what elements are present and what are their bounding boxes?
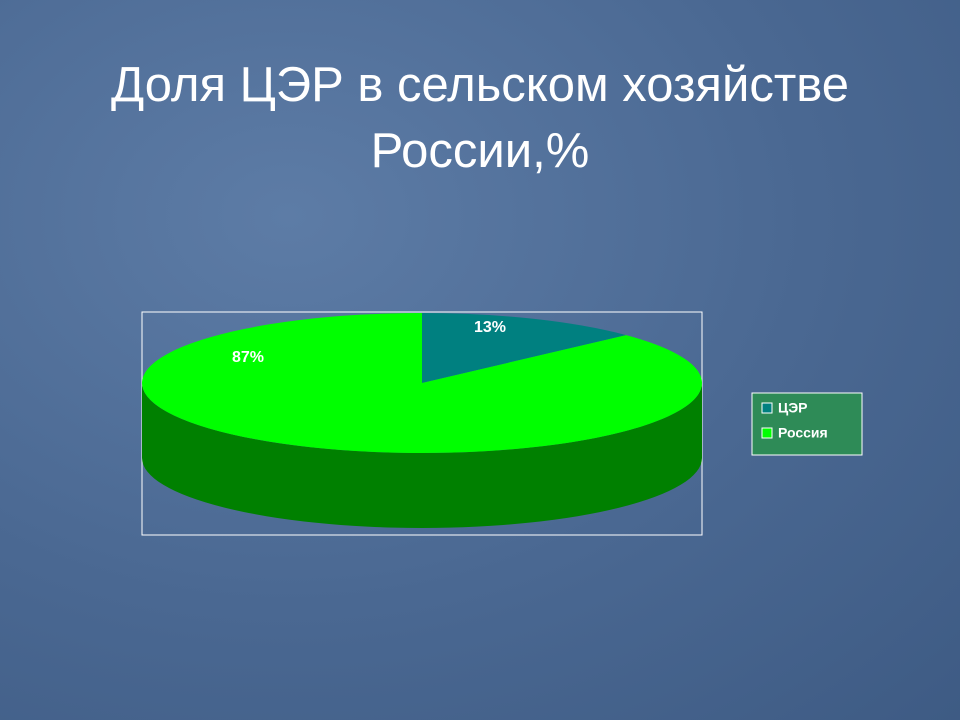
legend-swatch <box>761 427 773 439</box>
pie-slice-side <box>142 383 702 528</box>
data-label: 13% <box>474 319 506 336</box>
legend-label: Россия <box>778 425 828 441</box>
chart-title: Доля ЦЭР в сельском хозяйстве России,% <box>110 58 850 178</box>
legend-swatch <box>761 402 773 414</box>
legend-label: ЦЭР <box>778 400 808 416</box>
pie-slice <box>422 313 627 383</box>
pie-slice <box>141 313 702 454</box>
data-label: 87% <box>232 349 264 366</box>
legend-box <box>751 392 863 456</box>
